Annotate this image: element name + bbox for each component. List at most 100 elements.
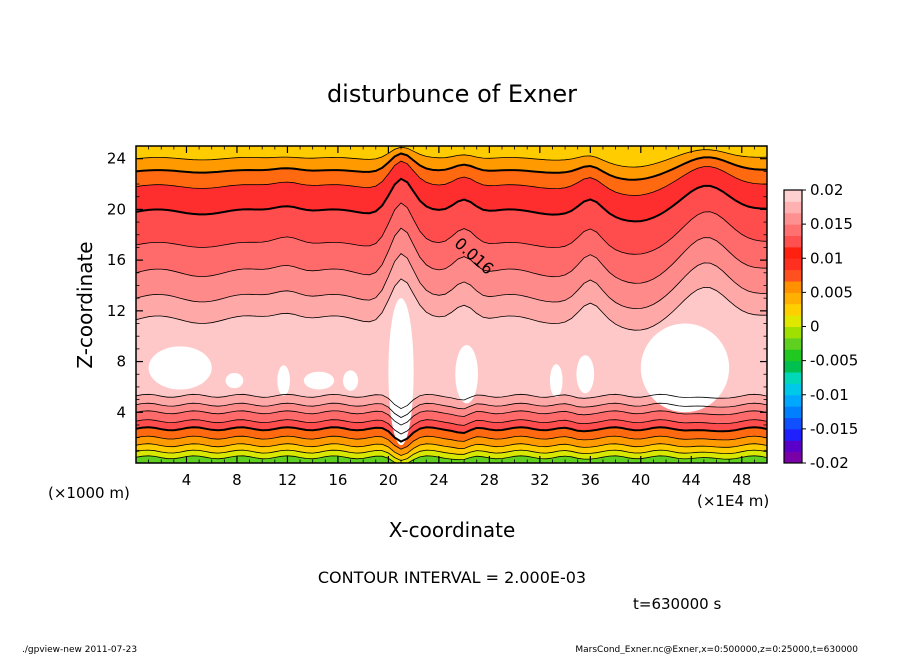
color-band: [136, 436, 767, 456]
colorbar-segment: [784, 394, 802, 407]
y-tick-label: 4: [116, 403, 126, 421]
colorbar-label: 0.02: [810, 181, 843, 199]
contour-line: [136, 227, 767, 284]
colorbar-segment: [784, 224, 802, 236]
chart-title: disturbunce of Exner: [327, 80, 577, 108]
colorbar-segment: [784, 428, 802, 441]
colorbar-segment: [784, 212, 802, 225]
y-tick-label: 20: [107, 200, 126, 218]
x-tick-label: 48: [732, 471, 751, 489]
color-band: [136, 394, 767, 418]
x-tick-label: 24: [429, 471, 448, 489]
colorbar-segment: [784, 383, 802, 396]
colorbar-segment: [784, 349, 802, 362]
white-max-region: [225, 372, 244, 389]
x-tick-label: 12: [278, 471, 297, 489]
field-layer: 0.016: [136, 146, 767, 463]
color-band: [136, 202, 767, 284]
x-axis-title: X-coordinate: [389, 518, 516, 542]
colorbar-segment: [784, 292, 802, 305]
contour-line: [136, 152, 767, 181]
white-max-region: [277, 365, 290, 396]
colorbar-label: 0.01: [810, 249, 843, 267]
contour-line: [136, 146, 767, 168]
footer-right: MarsCond_Exner.nc@Exner,x=0:500000,z=0:2…: [575, 645, 858, 654]
colorbar-label: 0.015: [810, 215, 853, 233]
contour-line: [136, 160, 767, 196]
color-band: [136, 427, 767, 450]
colorbar-segment: [784, 440, 802, 453]
x-tick-label: 4: [182, 471, 192, 489]
contour-line: [136, 393, 767, 410]
colorbar-label: 0.005: [810, 283, 853, 301]
y-tick-label: 12: [107, 302, 126, 320]
x-tick-label: 40: [631, 471, 650, 489]
y-unit-label: (×1000 m): [48, 484, 130, 502]
contour-line: [136, 426, 767, 443]
x-unit-label: (×1E4 m): [697, 492, 769, 510]
x-tick-label: 8: [232, 471, 242, 489]
footer-left: ./gpview-new 2011-07-23: [22, 645, 137, 654]
white-max-region: [640, 323, 730, 413]
white-max-region: [549, 364, 563, 398]
white-max-region: [303, 371, 335, 390]
y-tick-label: 8: [116, 353, 126, 371]
colorbar-label: 0: [810, 318, 820, 336]
y-tick-label: 24: [107, 150, 126, 168]
color-band: [136, 178, 767, 255]
y-tick-label: 16: [107, 251, 126, 269]
colorbar-segment: [784, 190, 802, 202]
colorbar-segment: [784, 372, 802, 384]
white-max-region: [576, 355, 595, 394]
colorbar-segment: [784, 315, 802, 327]
colorbar-label: -0.01: [810, 386, 849, 404]
colorbar-segment: [784, 326, 802, 339]
contour-line: [136, 253, 767, 310]
time-label: t=630000 s: [633, 595, 721, 613]
color-band: [136, 153, 767, 196]
x-tick-label: 32: [530, 471, 549, 489]
contour-line: [136, 177, 767, 223]
colorbar-segment: [784, 451, 802, 464]
color-band: [136, 410, 767, 434]
x-tick-label: 44: [682, 471, 701, 489]
colorbar-segment: [784, 360, 802, 373]
contour-interval-text: CONTOUR INTERVAL = 2.000E-03: [318, 568, 586, 587]
colorbar-segment: [784, 258, 802, 271]
color-band: [136, 228, 767, 309]
white-max-region: [342, 370, 359, 391]
colorbar-segment: [784, 269, 802, 282]
contour-line: [136, 449, 767, 462]
color-band: [136, 278, 767, 409]
x-tick-label: 20: [379, 471, 398, 489]
contour-line: [136, 443, 767, 456]
contour-line: [136, 419, 767, 435]
contour-line: [136, 402, 767, 418]
y-axis-title: Z-coordinate: [73, 241, 97, 368]
contour-line: [136, 435, 767, 450]
colorbar-segment: [784, 417, 802, 430]
contour-line: [136, 455, 767, 463]
x-tick-label: 16: [328, 471, 347, 489]
white-max-region: [388, 298, 414, 446]
colorbar-segment: [784, 201, 802, 214]
plot-area: 0.016: [136, 146, 767, 463]
colorbar-segment: [784, 303, 802, 316]
colorbar-segment: [784, 246, 802, 259]
colorbar-label: -0.005: [810, 352, 858, 370]
color-band: [136, 253, 767, 331]
colorbar-segment: [784, 406, 802, 418]
color-band: [136, 443, 767, 461]
colorbar-segment: [784, 281, 802, 293]
x-tick-label: 36: [581, 471, 600, 489]
x-tick-label: 28: [480, 471, 499, 489]
color-band: [136, 450, 767, 463]
white-max-region: [455, 345, 479, 404]
colorbar-segment: [784, 337, 802, 350]
contour-line: [136, 410, 767, 426]
colorbar-segment: [784, 235, 802, 248]
color-band: [136, 147, 767, 180]
colorbar-label: -0.02: [810, 454, 849, 472]
